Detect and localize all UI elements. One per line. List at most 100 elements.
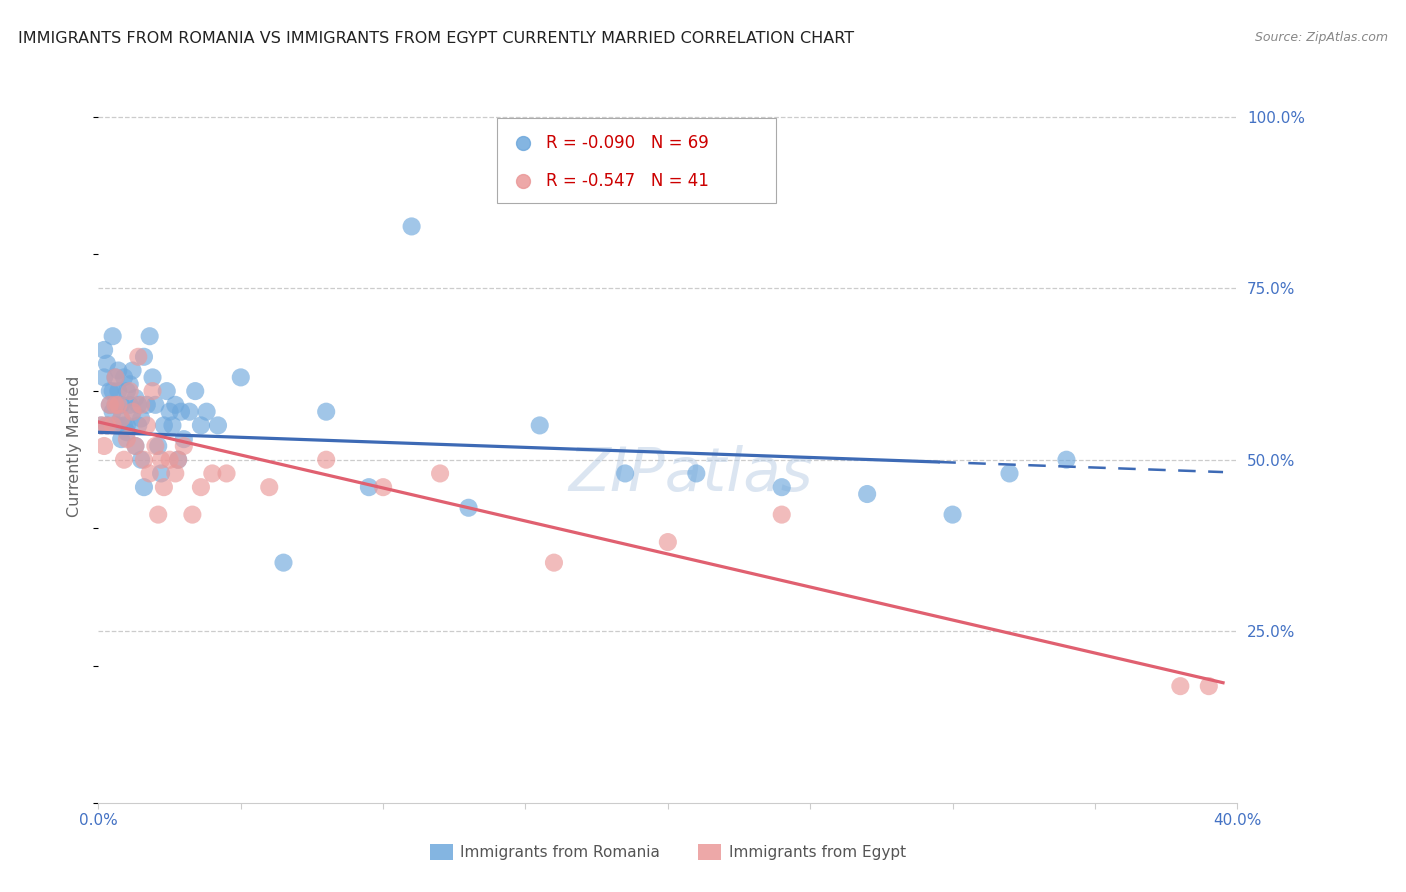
Point (124, 439, 146, 453)
Point (145, 398, 167, 412)
Point (179, 405, 201, 419)
Point (770, 508, 793, 522)
Point (107, 418, 129, 433)
Point (121, 363, 143, 377)
Point (104, 398, 127, 412)
Point (101, 418, 124, 433)
Point (150, 467, 173, 481)
Point (259, 480, 281, 494)
Point (129, 452, 152, 467)
Point (184, 384, 207, 398)
Point (373, 480, 395, 494)
Point (138, 467, 160, 481)
Point (195, 405, 218, 419)
Point (165, 398, 187, 412)
Point (215, 467, 238, 481)
Point (135, 398, 157, 412)
Point (167, 452, 190, 467)
Text: IMMIGRANTS FROM ROMANIA VS IMMIGRANTS FROM EGYPT CURRENTLY MARRIED CORRELATION C: IMMIGRANTS FROM ROMANIA VS IMMIGRANTS FR… (18, 31, 855, 46)
Point (770, 480, 793, 494)
Point (98, 398, 121, 412)
Point (96, 357, 118, 371)
Point (201, 467, 224, 481)
Point (104, 370, 127, 384)
Point (124, 391, 146, 405)
Point (150, 452, 173, 467)
Point (112, 452, 135, 467)
Text: ZIPatlas: ZIPatlas (568, 445, 813, 504)
Point (110, 411, 132, 425)
Point (429, 467, 451, 481)
Point (129, 398, 152, 412)
Point (148, 439, 170, 453)
FancyBboxPatch shape (498, 118, 776, 203)
Point (162, 418, 184, 433)
Point (998, 467, 1021, 481)
Point (190, 480, 212, 494)
Point (229, 370, 252, 384)
Point (181, 508, 204, 522)
Point (153, 418, 176, 433)
Point (118, 377, 141, 392)
Point (543, 556, 565, 570)
Point (145, 439, 167, 453)
Point (118, 384, 141, 398)
Point (457, 500, 479, 515)
Point (1198, 679, 1220, 693)
Point (138, 329, 160, 343)
Point (110, 411, 132, 425)
Point (93, 439, 115, 453)
Point (315, 452, 337, 467)
Text: Source: ZipAtlas.com: Source: ZipAtlas.com (1254, 31, 1388, 45)
Point (141, 384, 163, 398)
Point (1149, 198, 1171, 212)
Point (121, 405, 143, 419)
Point (107, 384, 129, 398)
Point (141, 370, 163, 384)
Point (93, 343, 115, 357)
Point (93, 370, 115, 384)
Point (614, 467, 637, 481)
Point (170, 405, 193, 419)
Point (273, 556, 295, 570)
Point (115, 425, 138, 440)
Point (115, 418, 138, 433)
Point (127, 350, 149, 364)
Point (159, 405, 181, 419)
Point (110, 398, 132, 412)
Point (315, 405, 337, 419)
Point (1056, 452, 1078, 467)
Point (132, 452, 155, 467)
Point (96, 418, 118, 433)
Point (1149, 161, 1171, 175)
Point (190, 418, 212, 433)
Point (104, 398, 127, 412)
Point (401, 219, 423, 234)
Point (115, 384, 138, 398)
Point (124, 439, 146, 453)
Point (156, 384, 179, 398)
Point (132, 480, 155, 494)
Text: R = -0.547   N = 41: R = -0.547 N = 41 (546, 172, 709, 190)
Point (90, 418, 112, 433)
Point (121, 405, 143, 419)
Point (101, 329, 124, 343)
Point (167, 452, 190, 467)
Point (529, 418, 551, 433)
Point (132, 350, 155, 364)
Point (101, 384, 124, 398)
Point (107, 363, 129, 377)
Point (856, 487, 879, 501)
Point (127, 418, 149, 433)
Point (173, 439, 195, 453)
Point (112, 370, 135, 384)
Point (129, 411, 152, 425)
Text: R = -0.090   N = 69: R = -0.090 N = 69 (546, 134, 709, 152)
Point (357, 480, 380, 494)
Point (98, 384, 121, 398)
Point (173, 432, 195, 446)
Point (90, 418, 112, 433)
Point (148, 508, 170, 522)
Point (135, 418, 157, 433)
Point (104, 418, 127, 433)
